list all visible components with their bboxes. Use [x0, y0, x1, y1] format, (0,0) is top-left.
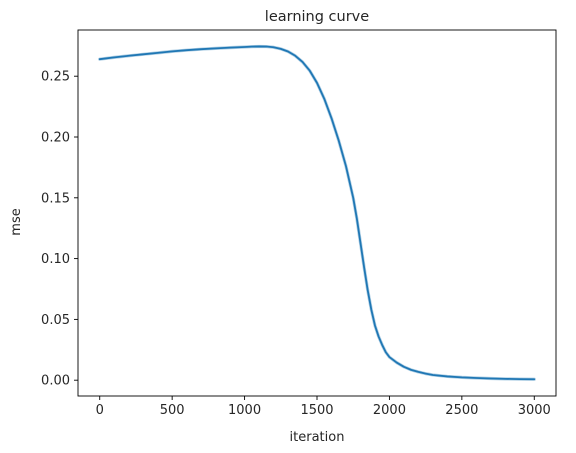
- y-tick-label: 0.15: [41, 191, 70, 206]
- y-tick-label: 0.25: [41, 70, 70, 85]
- x-tick-label: 0: [96, 403, 104, 418]
- y-tick-label: 0.00: [41, 374, 70, 389]
- y-axis-label: mse: [9, 208, 24, 235]
- x-tick-label: 500: [160, 403, 185, 418]
- x-tick-label: 1000: [228, 403, 261, 418]
- x-tick-label: 2000: [373, 403, 406, 418]
- x-tick-label: 1500: [300, 403, 333, 418]
- x-tick-label: 3000: [518, 403, 551, 418]
- axes: 0 500 1000 1500 2000 2500 3000 0.00 0.05 0.10 0.15…: [41, 29, 557, 418]
- y-tick-label: 0.10: [41, 252, 70, 267]
- x-tick-label: 2500: [445, 403, 478, 418]
- y-tick-label: 0.05: [41, 313, 70, 328]
- y-tick-label: 0.20: [41, 131, 70, 146]
- chart-title: learning curve: [265, 9, 369, 25]
- x-axis-label: iteration: [290, 430, 345, 445]
- series-0-line: [98, 45, 536, 381]
- plot-area: [98, 44, 536, 381]
